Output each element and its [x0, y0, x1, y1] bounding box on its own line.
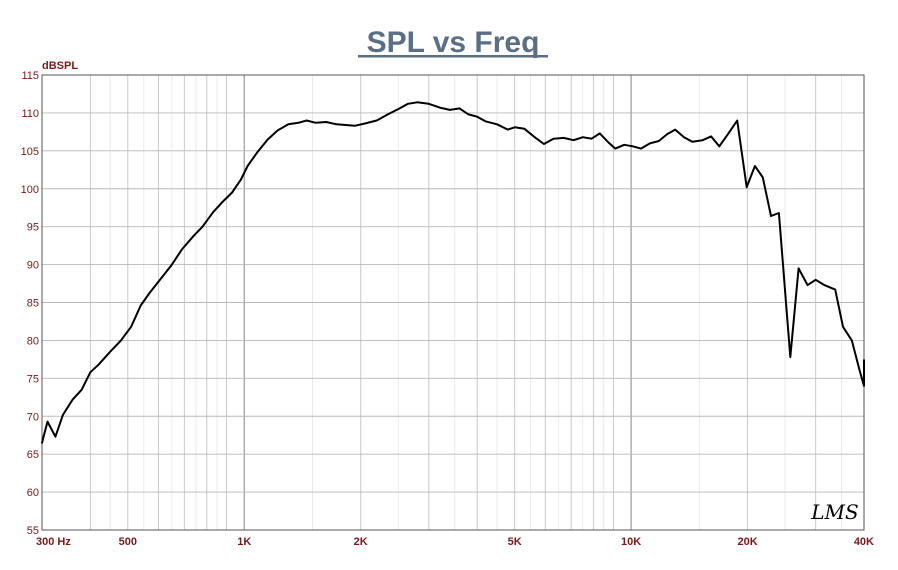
series-line-0 [41, 101, 865, 444]
y-tick-label: 55 [27, 525, 39, 537]
x-tick-label: 1K [237, 536, 251, 548]
y-tick-label: 95 [27, 222, 39, 234]
x-tick-label: 5K [508, 536, 522, 548]
x-tick-label: 10K [621, 536, 641, 548]
y-axis-label: dBSPL [42, 60, 78, 72]
y-tick-label: 85 [27, 298, 39, 310]
y-tick-label: 100 [21, 184, 39, 196]
lms-logo: LMS [810, 500, 858, 524]
y-tick-label: 115 [21, 70, 39, 82]
plot-frame [41, 74, 865, 531]
y-tick-label: 80 [27, 335, 39, 347]
x-tick-label: 40K [854, 536, 874, 548]
y-tick-label: 90 [27, 260, 39, 272]
x-tick-label: 500 [119, 536, 137, 548]
chart-title-underline [358, 55, 548, 58]
y-tick-label: 110 [21, 108, 39, 120]
grid-lines [42, 75, 864, 530]
x-tick-label: 2K [354, 536, 368, 548]
y-tick-label: 65 [27, 449, 39, 461]
series-group [41, 101, 865, 444]
y-tick-label: 70 [27, 411, 39, 423]
chart-title: SPL vs Freq [367, 26, 540, 59]
y-tick-label: 75 [27, 373, 39, 385]
x-tick-label: 20K [737, 536, 757, 548]
x-tick-label: 300 Hz [36, 536, 71, 548]
y-axis-ticks: 115 110 105 100 95 90 85 80 75 70 65 60 55 [21, 70, 39, 537]
y-tick-label: 60 [27, 487, 39, 499]
x-axis-ticks: 300 Hz 500 1K 2K 5K 10K 20K 40K [36, 536, 874, 548]
y-tick-label: 105 [21, 146, 39, 158]
